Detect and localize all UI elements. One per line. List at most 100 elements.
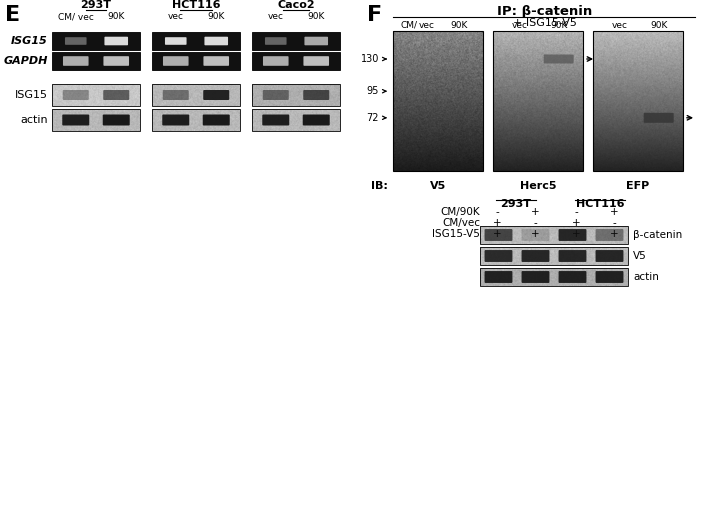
Bar: [52, 109, 140, 131]
Bar: [252, 109, 340, 131]
FancyBboxPatch shape: [165, 37, 187, 45]
FancyBboxPatch shape: [305, 37, 328, 45]
Text: 90K: 90K: [108, 12, 125, 21]
Text: V5: V5: [430, 181, 446, 191]
FancyBboxPatch shape: [105, 37, 128, 45]
FancyBboxPatch shape: [485, 271, 513, 283]
Text: IB:: IB:: [371, 181, 388, 191]
FancyBboxPatch shape: [63, 114, 89, 126]
FancyBboxPatch shape: [163, 90, 189, 100]
Text: -: -: [612, 218, 616, 228]
Text: vec: vec: [612, 21, 628, 30]
Bar: [493, 31, 583, 171]
Text: vec: vec: [512, 21, 528, 30]
FancyBboxPatch shape: [204, 56, 229, 66]
Text: +: +: [531, 229, 539, 239]
Bar: [252, 52, 340, 70]
FancyBboxPatch shape: [65, 37, 87, 45]
FancyBboxPatch shape: [63, 90, 89, 100]
FancyBboxPatch shape: [265, 37, 286, 45]
Bar: [393, 31, 483, 171]
Text: +: +: [571, 229, 580, 239]
Bar: [252, 84, 340, 106]
Text: vec: vec: [268, 12, 284, 21]
Text: 293T: 293T: [500, 199, 531, 209]
FancyBboxPatch shape: [262, 114, 289, 126]
Text: ISG15: ISG15: [11, 36, 48, 46]
FancyBboxPatch shape: [103, 114, 129, 126]
FancyBboxPatch shape: [204, 90, 229, 100]
Text: +: +: [493, 229, 502, 239]
FancyBboxPatch shape: [643, 113, 674, 123]
FancyBboxPatch shape: [595, 229, 624, 241]
FancyBboxPatch shape: [262, 90, 289, 100]
Text: 293T: 293T: [81, 0, 111, 10]
FancyBboxPatch shape: [303, 56, 329, 66]
Text: V5: V5: [633, 251, 647, 261]
Text: E: E: [5, 5, 20, 25]
Text: β-catenin: β-catenin: [633, 230, 682, 240]
FancyBboxPatch shape: [162, 114, 189, 126]
Text: 90K: 90K: [650, 21, 667, 30]
FancyBboxPatch shape: [521, 229, 550, 241]
Text: 90K: 90K: [308, 12, 325, 21]
Bar: [52, 84, 140, 106]
FancyBboxPatch shape: [558, 271, 587, 283]
Bar: [152, 32, 240, 50]
Text: +: +: [571, 218, 580, 228]
Text: vec: vec: [168, 12, 184, 21]
Text: GAPDH: GAPDH: [4, 56, 48, 66]
FancyBboxPatch shape: [63, 56, 89, 66]
Bar: [152, 84, 240, 106]
Text: +: +: [610, 207, 618, 217]
Text: actin: actin: [20, 115, 48, 125]
Bar: [152, 52, 240, 70]
Text: 130: 130: [361, 54, 379, 64]
Bar: [52, 52, 140, 70]
Text: F: F: [367, 5, 382, 25]
Text: CM/ vec: CM/ vec: [58, 12, 94, 21]
Text: +: +: [493, 218, 502, 228]
Text: vec: vec: [419, 21, 435, 30]
Text: Herc5: Herc5: [520, 181, 556, 191]
FancyBboxPatch shape: [163, 56, 188, 66]
Text: IP: β-catenin: IP: β-catenin: [497, 5, 593, 18]
FancyBboxPatch shape: [595, 271, 624, 283]
Text: -: -: [495, 207, 499, 217]
Text: 90K: 90K: [207, 12, 225, 21]
FancyBboxPatch shape: [302, 114, 330, 126]
FancyBboxPatch shape: [203, 114, 230, 126]
Text: + ISG15-V5: + ISG15-V5: [513, 18, 577, 28]
Text: HCT116: HCT116: [576, 199, 624, 209]
Bar: [52, 32, 140, 50]
Text: +: +: [610, 229, 618, 239]
Text: ISG15: ISG15: [15, 90, 48, 100]
Bar: [480, 226, 628, 244]
FancyBboxPatch shape: [303, 90, 329, 100]
FancyBboxPatch shape: [263, 56, 289, 66]
FancyBboxPatch shape: [485, 250, 513, 262]
Bar: [252, 32, 340, 50]
Text: CM/90K: CM/90K: [441, 207, 480, 217]
Bar: [593, 31, 683, 171]
FancyBboxPatch shape: [558, 229, 587, 241]
Text: 90K: 90K: [450, 21, 467, 30]
Text: 90K: 90K: [550, 21, 567, 30]
Text: 95: 95: [366, 86, 379, 96]
Bar: [480, 268, 628, 286]
Text: Caco2: Caco2: [277, 0, 315, 10]
Text: ISG15-V5: ISG15-V5: [432, 229, 480, 239]
Text: EFP: EFP: [627, 181, 650, 191]
FancyBboxPatch shape: [521, 250, 550, 262]
Text: -: -: [533, 218, 537, 228]
Text: actin: actin: [633, 272, 659, 282]
FancyBboxPatch shape: [544, 55, 574, 64]
FancyBboxPatch shape: [103, 56, 129, 66]
Text: +: +: [531, 207, 539, 217]
FancyBboxPatch shape: [521, 271, 550, 283]
FancyBboxPatch shape: [558, 250, 587, 262]
Bar: [480, 247, 628, 265]
Text: 72: 72: [366, 113, 379, 123]
FancyBboxPatch shape: [103, 90, 129, 100]
Text: CM/: CM/: [401, 21, 418, 30]
